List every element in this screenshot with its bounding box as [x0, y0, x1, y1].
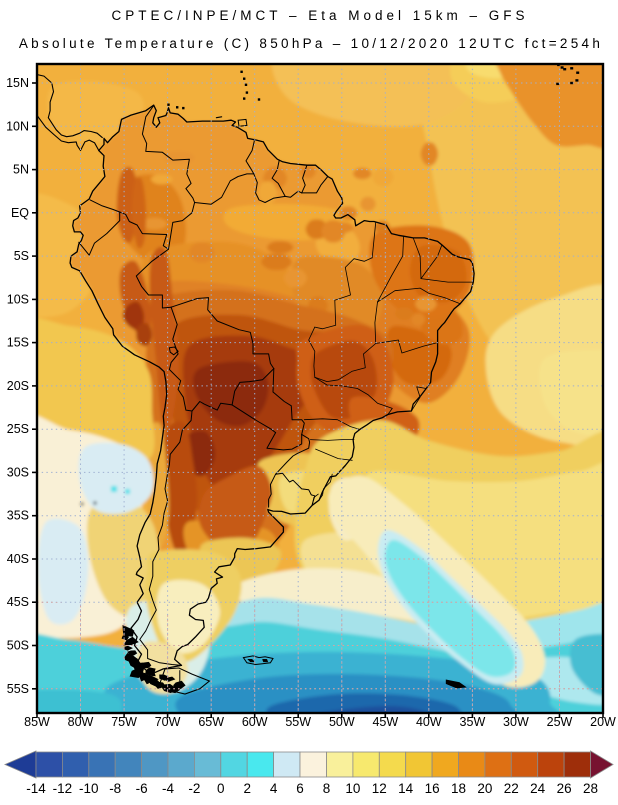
- svg-text:EQ: EQ: [11, 206, 29, 220]
- svg-text:55W: 55W: [285, 715, 311, 729]
- svg-text:-6: -6: [136, 781, 148, 796]
- svg-text:22: 22: [504, 781, 519, 796]
- svg-text:2: 2: [243, 781, 251, 796]
- svg-text:4: 4: [270, 781, 278, 796]
- svg-text:40S: 40S: [7, 552, 29, 566]
- svg-text:70W: 70W: [155, 715, 181, 729]
- svg-text:75W: 75W: [111, 715, 137, 729]
- svg-text:20W: 20W: [590, 715, 616, 729]
- svg-text:Absolute Temperature (C) 850hP: Absolute Temperature (C) 850hPa – 10/12/…: [19, 36, 603, 51]
- svg-text:10: 10: [345, 781, 360, 796]
- svg-text:-2: -2: [188, 781, 200, 796]
- svg-text:CPTEC/INPE/MCT – Eta Model 15: CPTEC/INPE/MCT – Eta Model 15km – GFS: [111, 8, 528, 23]
- svg-text:50W: 50W: [329, 715, 355, 729]
- svg-text:6: 6: [296, 781, 304, 796]
- svg-text:25S: 25S: [7, 422, 29, 436]
- svg-text:-4: -4: [162, 781, 174, 796]
- svg-text:20: 20: [477, 781, 492, 796]
- svg-text:10S: 10S: [7, 292, 29, 306]
- svg-text:15N: 15N: [6, 76, 29, 90]
- svg-text:50S: 50S: [7, 639, 29, 653]
- svg-text:35S: 35S: [7, 509, 29, 523]
- svg-text:16: 16: [425, 781, 440, 796]
- svg-text:45W: 45W: [372, 715, 398, 729]
- svg-text:80W: 80W: [68, 715, 94, 729]
- svg-text:20S: 20S: [7, 379, 29, 393]
- svg-text:14: 14: [398, 781, 414, 796]
- svg-text:30S: 30S: [7, 465, 29, 479]
- svg-text:15S: 15S: [7, 336, 29, 350]
- svg-text:-8: -8: [109, 781, 121, 796]
- svg-text:40W: 40W: [416, 715, 442, 729]
- svg-text:8: 8: [323, 781, 331, 796]
- svg-text:45S: 45S: [7, 595, 29, 609]
- svg-text:12: 12: [372, 781, 387, 796]
- svg-text:5N: 5N: [13, 163, 29, 177]
- svg-text:30W: 30W: [503, 715, 529, 729]
- svg-text:-10: -10: [79, 781, 99, 796]
- svg-text:-14: -14: [26, 781, 46, 796]
- svg-text:25W: 25W: [547, 715, 573, 729]
- svg-text:0: 0: [217, 781, 225, 796]
- svg-text:55S: 55S: [7, 682, 29, 696]
- svg-text:18: 18: [451, 781, 466, 796]
- svg-text:65W: 65W: [198, 715, 224, 729]
- svg-text:-12: -12: [53, 781, 73, 796]
- svg-text:28: 28: [583, 781, 598, 796]
- svg-text:24: 24: [530, 781, 546, 796]
- svg-text:5S: 5S: [14, 249, 29, 263]
- svg-text:26: 26: [557, 781, 572, 796]
- svg-text:10N: 10N: [6, 119, 29, 133]
- svg-text:85W: 85W: [24, 715, 50, 729]
- svg-text:60W: 60W: [242, 715, 268, 729]
- svg-text:35W: 35W: [460, 715, 486, 729]
